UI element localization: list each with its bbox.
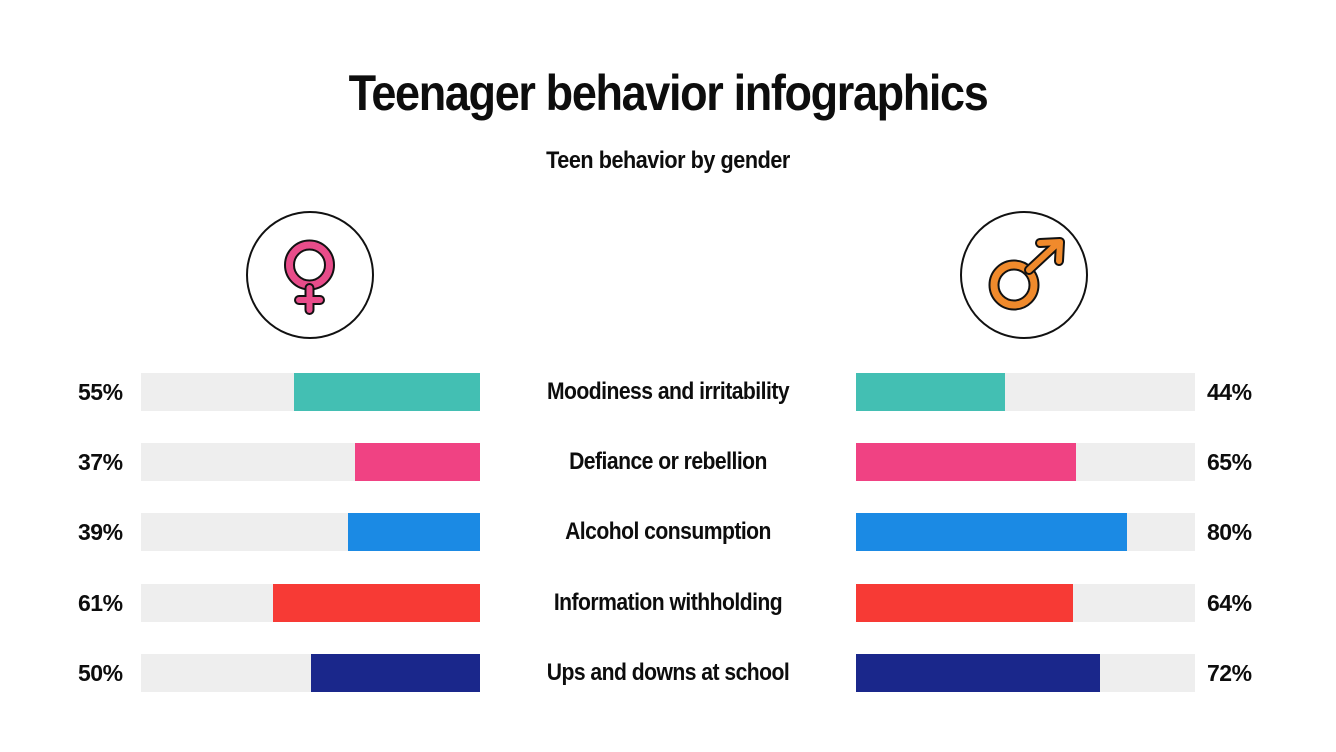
female-percent: 50% [78,660,123,686]
male-percent: 72% [1207,660,1252,686]
page-subtitle: Teen behavior by gender [546,147,790,174]
male-percent: 44% [1207,379,1252,405]
behavior-label: Alcohol consumption [565,518,771,545]
male-symbol-icon [988,237,1065,311]
female-bar-fill [310,654,480,692]
male-bar-fill [856,513,1128,551]
male-bar-track [856,443,1195,481]
female-bar-fill [293,373,480,411]
male-bar-track [856,654,1195,692]
male-bar-fill [856,443,1077,481]
male-bar-track [856,373,1195,411]
behavior-label: Ups and downs at school [546,659,790,686]
female-percent: 55% [78,379,123,405]
female-percent: 39% [78,519,123,545]
behavior-label: Moodiness and irritability [546,378,790,405]
female-percent: 61% [78,590,123,616]
female-bar-track [141,373,480,411]
male-percent: 64% [1207,590,1252,616]
female-bar-track [141,654,480,692]
female-bar-fill [354,443,480,481]
male-bar-track [856,584,1195,622]
behavior-row: 61% Information withholding 64% [0,584,1336,622]
male-icon-badge [960,211,1088,339]
male-bar-fill [856,584,1073,622]
female-bar-fill [273,584,480,622]
female-bar-track [141,443,480,481]
page-title: Teenager behavior infographics [348,65,989,121]
male-percent: 80% [1207,519,1252,545]
female-icon-badge [246,211,374,339]
female-bar-track [141,513,480,551]
female-symbol-icon [284,239,335,315]
male-bar-track [856,513,1195,551]
behavior-label: Information withholding [553,589,783,616]
behavior-row: 39% Alcohol consumption 80% [0,513,1336,551]
male-bar-fill [856,654,1101,692]
behavior-row: 55% Moodiness and irritability 44% [0,373,1336,411]
female-bar-track [141,584,480,622]
male-percent: 65% [1207,449,1252,475]
behavior-row: 50% Ups and downs at school 72% [0,654,1336,692]
female-percent: 37% [78,449,123,475]
female-bar-fill [347,513,480,551]
behavior-row: 37% Defiance or rebellion 65% [0,443,1336,481]
behavior-label: Defiance or rebellion [569,448,767,475]
male-bar-fill [856,373,1006,411]
